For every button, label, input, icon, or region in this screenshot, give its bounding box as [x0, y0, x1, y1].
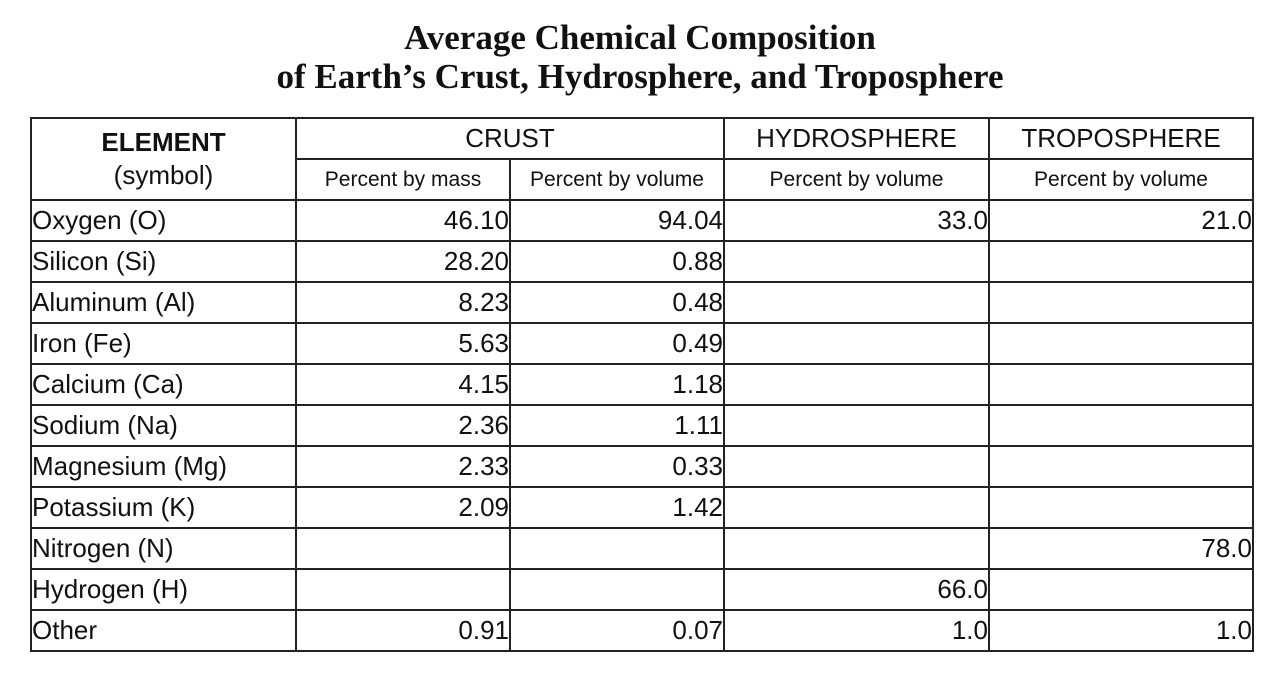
hydrosphere-cell	[723, 445, 990, 488]
table-row: Calcium (Ca) 4.15 1.18	[30, 363, 1254, 406]
element-header-label: ELEMENT	[101, 127, 226, 157]
element-cell: Oxygen (O)	[30, 199, 297, 242]
crust-mass-cell: 2.33	[295, 445, 511, 488]
crust-volume-cell: 1.42	[509, 486, 725, 529]
crust-mass-cell: 4.15	[295, 363, 511, 406]
table-row: Magnesium (Mg) 2.33 0.33	[30, 445, 1254, 488]
troposphere-cell	[988, 568, 1254, 611]
hydrosphere-cell	[723, 527, 990, 570]
table-row: Aluminum (Al) 8.23 0.48	[30, 281, 1254, 324]
troposphere-group-header: TROPOSPHERE	[988, 117, 1254, 160]
element-cell: Potassium (K)	[30, 486, 297, 529]
troposphere-cell	[988, 240, 1254, 283]
page-title: Average Chemical Composition of Earth’s …	[0, 18, 1280, 96]
hydrosphere-cell	[723, 322, 990, 365]
troposphere-cell: 1.0	[988, 609, 1254, 652]
table-row: Nitrogen (N) 78.0	[30, 527, 1254, 570]
crust-volume-cell	[509, 568, 725, 611]
troposphere-cell	[988, 486, 1254, 529]
hydrosphere-group-header: HYDROSPHERE	[723, 117, 990, 160]
hydrosphere-cell: 33.0	[723, 199, 990, 242]
table-row: Potassium (K) 2.09 1.42	[30, 486, 1254, 529]
element-column-header: ELEMENT (symbol)	[30, 117, 297, 201]
crust-mass-cell: 28.20	[295, 240, 511, 283]
crust-volume-cell: 0.07	[509, 609, 725, 652]
troposphere-cell: 21.0	[988, 199, 1254, 242]
symbol-header-label: (symbol)	[113, 160, 214, 190]
crust-volume-cell: 0.49	[509, 322, 725, 365]
crust-mass-cell: 8.23	[295, 281, 511, 324]
hydrosphere-cell: 66.0	[723, 568, 990, 611]
crust-mass-cell	[295, 568, 511, 611]
table-row: Iron (Fe) 5.63 0.49	[30, 322, 1254, 365]
element-cell: Sodium (Na)	[30, 404, 297, 447]
crust-mass-cell: 2.36	[295, 404, 511, 447]
table-row: Silicon (Si) 28.20 0.88	[30, 240, 1254, 283]
table-row: Oxygen (O) 46.10 94.04 33.0 21.0	[30, 199, 1254, 242]
table-row: Sodium (Na) 2.36 1.11	[30, 404, 1254, 447]
table-body: Oxygen (O) 46.10 94.04 33.0 21.0 Silicon…	[30, 199, 1254, 652]
table-row: Other 0.91 0.07 1.0 1.0	[30, 609, 1254, 652]
crust-volume-cell: 0.48	[509, 281, 725, 324]
crust-volume-cell	[509, 527, 725, 570]
crust-mass-cell	[295, 527, 511, 570]
hydrosphere-cell	[723, 404, 990, 447]
element-cell: Nitrogen (N)	[30, 527, 297, 570]
crust-mass-cell: 5.63	[295, 322, 511, 365]
element-cell: Aluminum (Al)	[30, 281, 297, 324]
hydrosphere-cell	[723, 240, 990, 283]
hydrosphere-cell	[723, 363, 990, 406]
troposphere-cell	[988, 322, 1254, 365]
crust-group-header: CRUST	[295, 117, 725, 160]
crust-volume-cell: 0.33	[509, 445, 725, 488]
table-header: ELEMENT (symbol) CRUST HYDROSPHERE TROPO…	[30, 117, 1254, 201]
crust-mass-cell: 46.10	[295, 199, 511, 242]
crust-volume-subheader: Percent by volume	[509, 158, 725, 201]
element-cell: Magnesium (Mg)	[30, 445, 297, 488]
title-line-2: of Earth’s Crust, Hydrosphere, and Tropo…	[276, 57, 1004, 96]
element-cell: Silicon (Si)	[30, 240, 297, 283]
hydrosphere-cell	[723, 486, 990, 529]
crust-mass-cell: 0.91	[295, 609, 511, 652]
crust-volume-cell: 94.04	[509, 199, 725, 242]
composition-table: ELEMENT (symbol) CRUST HYDROSPHERE TROPO…	[30, 117, 1254, 652]
crust-volume-cell: 1.11	[509, 404, 725, 447]
element-cell: Iron (Fe)	[30, 322, 297, 365]
troposphere-cell	[988, 281, 1254, 324]
troposphere-cell: 78.0	[988, 527, 1254, 570]
table-row: Hydrogen (H) 66.0	[30, 568, 1254, 611]
troposphere-volume-subheader: Percent by volume	[988, 158, 1254, 201]
troposphere-cell	[988, 445, 1254, 488]
element-cell: Hydrogen (H)	[30, 568, 297, 611]
crust-volume-cell: 1.18	[509, 363, 725, 406]
crust-mass-subheader: Percent by mass	[295, 158, 511, 201]
crust-mass-cell: 2.09	[295, 486, 511, 529]
hydrosphere-cell: 1.0	[723, 609, 990, 652]
troposphere-cell	[988, 363, 1254, 406]
element-cell: Calcium (Ca)	[30, 363, 297, 406]
title-line-1: Average Chemical Composition	[404, 18, 876, 57]
hydrosphere-volume-subheader: Percent by volume	[723, 158, 990, 201]
element-cell: Other	[30, 609, 297, 652]
crust-volume-cell: 0.88	[509, 240, 725, 283]
hydrosphere-cell	[723, 281, 990, 324]
troposphere-cell	[988, 404, 1254, 447]
